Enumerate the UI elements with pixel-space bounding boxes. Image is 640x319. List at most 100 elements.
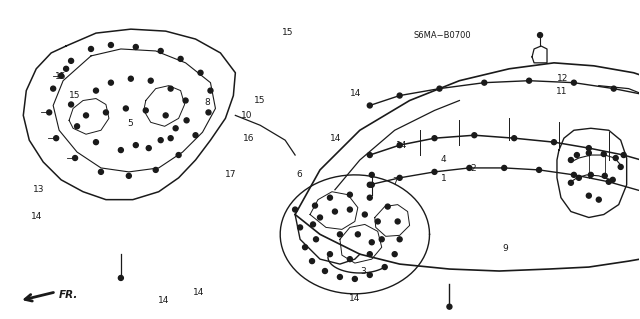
Circle shape xyxy=(353,277,357,281)
Circle shape xyxy=(51,86,56,91)
Circle shape xyxy=(382,264,387,270)
Circle shape xyxy=(502,166,507,170)
Circle shape xyxy=(298,225,303,230)
Circle shape xyxy=(84,113,88,118)
Circle shape xyxy=(118,148,124,152)
Circle shape xyxy=(385,204,390,209)
Circle shape xyxy=(432,136,437,141)
Circle shape xyxy=(312,203,317,208)
Text: 8: 8 xyxy=(204,98,210,107)
Circle shape xyxy=(574,152,579,158)
Circle shape xyxy=(108,80,113,85)
Circle shape xyxy=(527,78,532,83)
Circle shape xyxy=(59,73,63,78)
Circle shape xyxy=(437,86,442,91)
Circle shape xyxy=(621,152,626,158)
Circle shape xyxy=(432,169,437,174)
Text: 14: 14 xyxy=(31,212,42,221)
Circle shape xyxy=(602,174,607,178)
Circle shape xyxy=(367,272,372,278)
Text: 13: 13 xyxy=(33,185,44,194)
Circle shape xyxy=(68,102,74,107)
Circle shape xyxy=(133,45,138,49)
Circle shape xyxy=(348,257,353,262)
Circle shape xyxy=(328,252,332,257)
Circle shape xyxy=(332,209,337,214)
Text: 15: 15 xyxy=(282,28,294,37)
Text: 2: 2 xyxy=(470,165,476,174)
Circle shape xyxy=(310,259,314,263)
Circle shape xyxy=(93,140,99,145)
Circle shape xyxy=(158,48,163,53)
Circle shape xyxy=(397,175,402,180)
Circle shape xyxy=(367,182,372,187)
Circle shape xyxy=(173,126,178,131)
Circle shape xyxy=(367,152,372,158)
Circle shape xyxy=(367,195,372,200)
Circle shape xyxy=(337,232,342,237)
Text: 14: 14 xyxy=(330,134,341,144)
Circle shape xyxy=(54,136,59,141)
Text: FR.: FR. xyxy=(59,290,79,300)
Text: 9: 9 xyxy=(502,243,508,253)
Circle shape xyxy=(118,276,124,280)
Text: 16: 16 xyxy=(243,134,254,144)
Circle shape xyxy=(47,110,52,115)
Text: 1: 1 xyxy=(441,174,447,183)
Circle shape xyxy=(158,138,163,143)
Circle shape xyxy=(153,167,158,172)
Circle shape xyxy=(198,70,203,75)
Circle shape xyxy=(355,232,360,237)
Circle shape xyxy=(317,215,323,220)
Circle shape xyxy=(397,93,402,98)
Text: 15: 15 xyxy=(253,97,265,106)
Text: 6: 6 xyxy=(296,170,302,179)
Circle shape xyxy=(176,152,181,158)
Text: 5: 5 xyxy=(127,119,133,128)
Text: 14: 14 xyxy=(396,141,407,150)
Text: 14: 14 xyxy=(350,89,362,98)
Text: 17: 17 xyxy=(225,170,237,179)
Circle shape xyxy=(72,156,77,160)
Circle shape xyxy=(613,156,618,160)
Text: 7: 7 xyxy=(392,176,398,186)
Circle shape xyxy=(552,140,556,145)
Circle shape xyxy=(129,76,133,81)
Circle shape xyxy=(395,219,400,224)
Circle shape xyxy=(467,166,472,170)
Circle shape xyxy=(611,86,616,91)
Circle shape xyxy=(292,207,298,212)
Text: 14: 14 xyxy=(158,296,170,305)
Circle shape xyxy=(397,143,402,148)
Circle shape xyxy=(362,212,367,217)
Circle shape xyxy=(348,192,353,197)
Circle shape xyxy=(577,175,581,180)
Circle shape xyxy=(348,207,353,212)
Circle shape xyxy=(369,172,374,177)
Circle shape xyxy=(75,124,79,129)
Circle shape xyxy=(184,118,189,123)
Text: 12: 12 xyxy=(556,74,568,83)
Circle shape xyxy=(168,86,173,91)
Circle shape xyxy=(193,133,198,138)
Circle shape xyxy=(99,169,104,174)
Circle shape xyxy=(314,237,319,242)
Circle shape xyxy=(126,174,131,178)
Circle shape xyxy=(208,88,213,93)
Circle shape xyxy=(88,47,93,51)
Circle shape xyxy=(586,145,591,151)
Circle shape xyxy=(68,58,74,63)
Circle shape xyxy=(536,167,541,172)
Circle shape xyxy=(586,193,591,198)
Circle shape xyxy=(472,133,477,138)
Circle shape xyxy=(63,66,68,71)
Circle shape xyxy=(380,237,384,242)
Circle shape xyxy=(367,103,372,108)
Circle shape xyxy=(124,106,129,111)
Circle shape xyxy=(303,245,308,250)
Text: 11: 11 xyxy=(556,87,568,96)
Circle shape xyxy=(168,136,173,141)
Circle shape xyxy=(397,237,402,242)
Text: 4: 4 xyxy=(441,155,447,164)
Circle shape xyxy=(568,158,573,162)
